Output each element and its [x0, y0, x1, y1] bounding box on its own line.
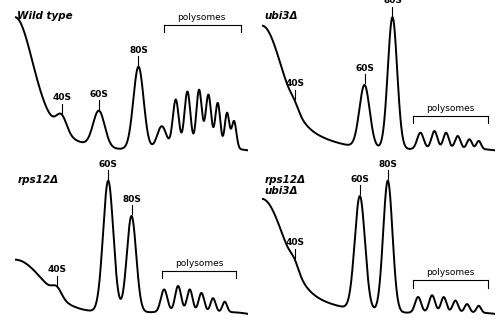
Text: 40S: 40S: [285, 238, 304, 247]
Text: 40S: 40S: [48, 265, 66, 274]
Text: 60S: 60S: [355, 64, 374, 73]
Text: 80S: 80S: [383, 0, 402, 5]
Text: 60S: 60S: [99, 159, 117, 169]
Text: polysomes: polysomes: [177, 13, 226, 22]
Text: 80S: 80S: [378, 159, 398, 169]
Text: rps12Δ
ubi3Δ: rps12Δ ubi3Δ: [264, 174, 306, 196]
Text: ubi3Δ: ubi3Δ: [264, 11, 298, 21]
Text: polysomes: polysomes: [426, 104, 475, 113]
Text: polysomes: polysomes: [175, 259, 224, 268]
Text: 60S: 60S: [90, 90, 108, 99]
Text: Wild type: Wild type: [18, 11, 73, 21]
Text: 80S: 80S: [122, 195, 141, 204]
Text: 40S: 40S: [285, 79, 304, 88]
Text: polysomes: polysomes: [426, 268, 475, 277]
Text: 60S: 60S: [350, 175, 370, 184]
Text: rps12Δ: rps12Δ: [18, 174, 58, 185]
Text: 40S: 40S: [52, 93, 71, 102]
Text: 80S: 80S: [129, 46, 148, 54]
